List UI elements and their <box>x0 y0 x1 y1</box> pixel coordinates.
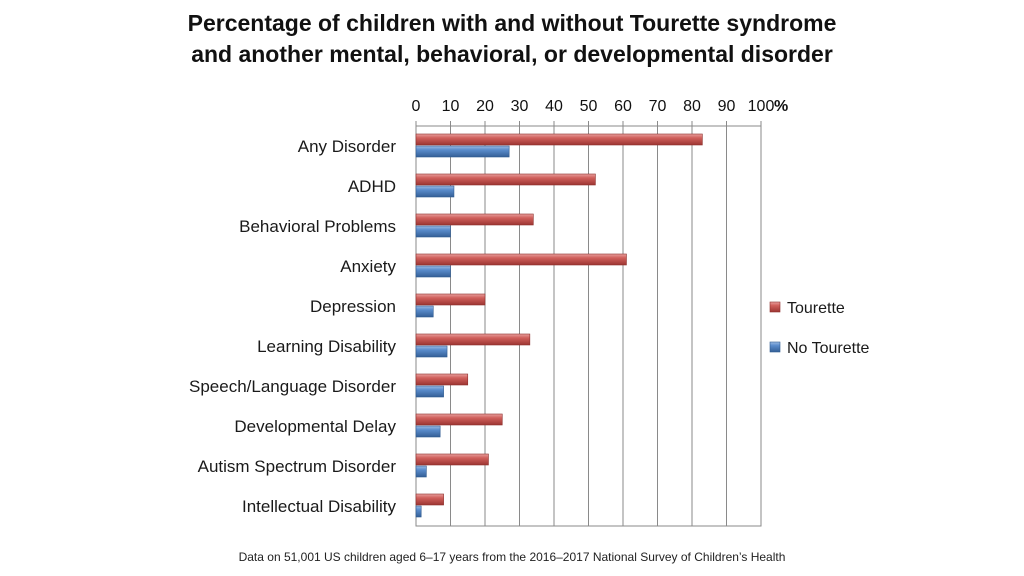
x-tick-label: 80 <box>683 98 701 115</box>
chart-title: Percentage of children with and without … <box>0 8 1024 70</box>
bar-tourette <box>415 213 534 226</box>
bar-no-tourette <box>415 385 444 398</box>
x-tick-label: 50 <box>580 98 598 115</box>
category-label: Developmental Delay <box>234 417 396 436</box>
bar-no-tourette <box>415 505 422 518</box>
legend-swatch <box>769 341 781 353</box>
x-tick-label: 90 <box>718 98 736 115</box>
grid-lines <box>415 125 762 527</box>
bar-tourette <box>415 293 486 306</box>
bar-no-tourette <box>415 345 448 358</box>
bar-no-tourette <box>415 185 455 198</box>
bar-tourette <box>415 453 489 466</box>
bar-tourette <box>415 173 596 186</box>
x-tick-label: 30 <box>511 98 529 115</box>
x-tick-label: 70 <box>649 98 667 115</box>
category-label: Speech/Language Disorder <box>189 377 396 396</box>
category-labels: Any Disorder ADHD Behavioral Problems Anxie… <box>189 137 396 516</box>
x-tick-label: 100 <box>748 98 775 115</box>
bar-tourette <box>415 333 531 346</box>
bar-tourette <box>415 373 469 386</box>
x-tick-label: 40 <box>545 98 563 115</box>
category-label: Autism Spectrum Disorder <box>198 457 397 476</box>
x-tick-label: 60 <box>614 98 632 115</box>
x-tick-label: 0 <box>412 98 421 115</box>
footnote: Data on 51,001 US children aged 6–17 yea… <box>238 550 786 564</box>
bar-no-tourette <box>415 465 427 478</box>
category-label: ADHD <box>348 177 396 196</box>
chart-title-line-1: Percentage of children with and without … <box>187 10 837 36</box>
bar-tourette <box>415 493 444 506</box>
x-tick-label: 10 <box>442 98 460 115</box>
category-label: Learning Disability <box>257 337 396 356</box>
bar-no-tourette <box>415 265 451 278</box>
category-label: Intellectual Disability <box>242 497 397 516</box>
chart-title-line-2: and another mental, behavioral, or devel… <box>191 41 833 67</box>
bar-no-tourette <box>415 425 441 438</box>
bar-tourette <box>415 253 627 266</box>
bars <box>415 133 703 518</box>
bar-tourette <box>415 133 703 146</box>
category-label: Depression <box>310 297 396 316</box>
x-unit-label: % <box>774 98 788 115</box>
legend-label: Tourette <box>787 300 845 317</box>
bar-tourette <box>415 413 503 426</box>
x-axis-ticks: 0 10 20 30 40 50 60 70 80 90 100% <box>412 98 788 126</box>
legend: Tourette No Tourette <box>769 300 870 357</box>
x-tick-label: 20 <box>476 98 494 115</box>
bar-no-tourette <box>415 145 510 158</box>
category-label: Behavioral Problems <box>239 217 396 236</box>
bar-no-tourette <box>415 225 451 238</box>
legend-label: No Tourette <box>787 340 870 357</box>
category-label: Anxiety <box>340 257 396 276</box>
category-label: Any Disorder <box>298 137 397 156</box>
bar-no-tourette <box>415 305 434 318</box>
legend-swatch <box>769 301 781 313</box>
